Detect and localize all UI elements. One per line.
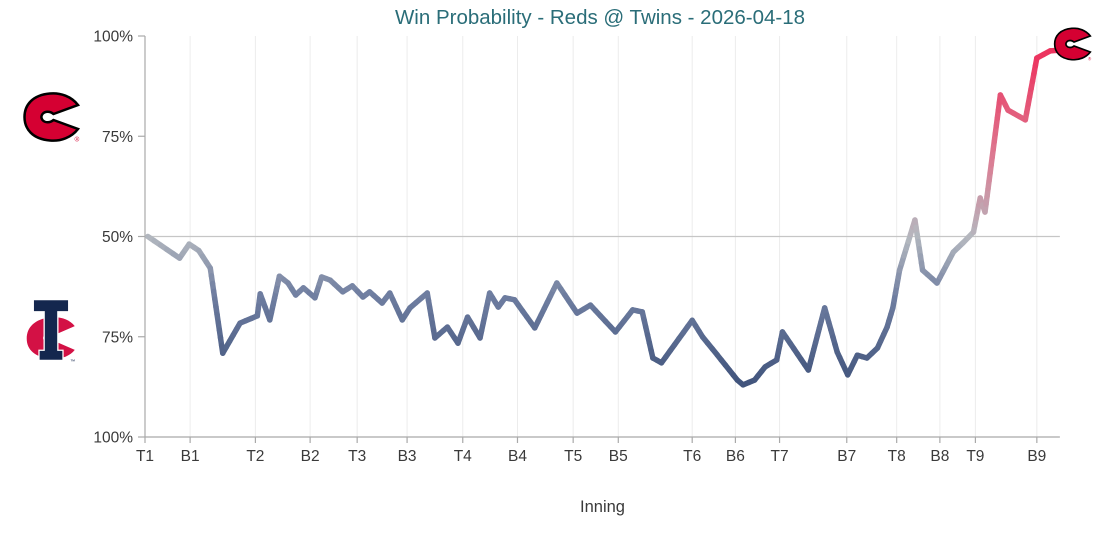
y-tick-label: 75% (102, 329, 133, 346)
x-tick-label: B2 (301, 448, 320, 465)
x-tick-label: B4 (508, 448, 527, 465)
reds-c-icon (22, 88, 82, 146)
x-tick-label: T3 (348, 448, 366, 465)
chart-title: Win Probability - Reds @ Twins - 2026-04… (394, 6, 806, 29)
reds-logo-line-end (1053, 27, 1093, 61)
twins-tc-icon (20, 294, 82, 366)
x-tick-label: T2 (246, 448, 264, 465)
x-tick-label: B5 (609, 448, 628, 465)
x-tick-label: T5 (564, 448, 582, 465)
x-tick-label: B1 (181, 448, 200, 465)
x-tick-label: T8 (888, 448, 906, 465)
x-tick-label: B9 (1027, 448, 1046, 465)
reds-c-icon (1053, 27, 1093, 61)
x-tick-label: T4 (454, 448, 472, 465)
x-tick-label: B3 (398, 448, 417, 465)
y-tick-label: 100% (93, 430, 133, 447)
twins-logo (20, 294, 82, 366)
reds-logo (22, 88, 82, 146)
x-tick-label: T6 (683, 448, 701, 465)
x-tick-label: B7 (837, 448, 856, 465)
x-tick-label: B8 (930, 448, 949, 465)
y-tick-label: 100% (93, 29, 133, 46)
x-tick-label: T1 (136, 448, 154, 465)
y-tick-label: 75% (102, 129, 133, 146)
y-tick-label: 50% (102, 229, 133, 246)
x-tick-label: T9 (966, 448, 984, 465)
x-tick-label: T7 (771, 448, 789, 465)
x-tick-label: B6 (726, 448, 745, 465)
x-axis-title: Inning (580, 498, 625, 516)
